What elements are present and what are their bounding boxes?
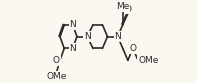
Text: Me: Me <box>116 2 129 11</box>
Text: OMe: OMe <box>138 56 158 65</box>
Text: N: N <box>69 20 76 29</box>
Text: O: O <box>53 56 60 65</box>
Text: O: O <box>129 44 136 53</box>
Text: OMe: OMe <box>46 72 67 81</box>
Text: N: N <box>84 32 90 41</box>
Text: N: N <box>114 32 121 41</box>
Text: O: O <box>124 5 131 14</box>
Text: N: N <box>69 44 76 53</box>
